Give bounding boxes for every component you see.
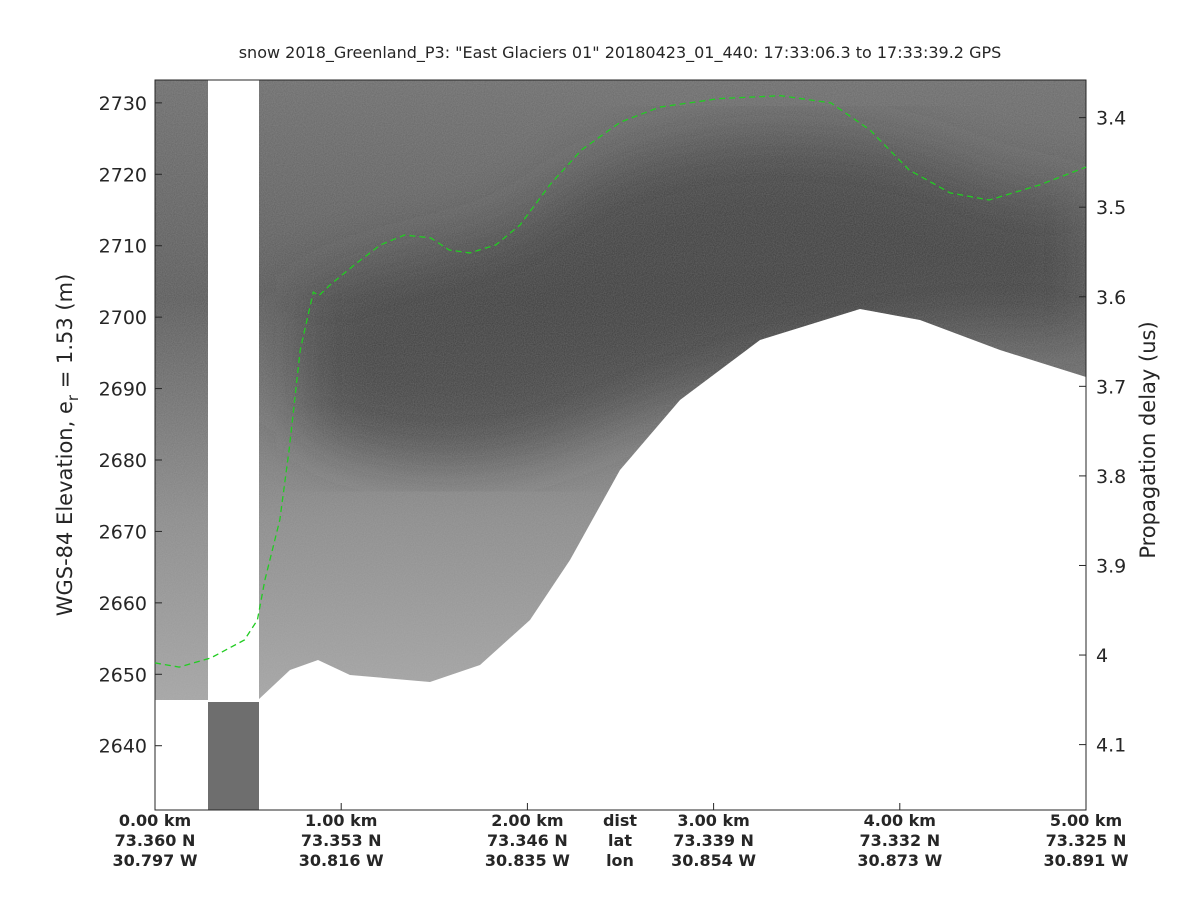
y2-axis-label: Propagation delay (us) <box>1136 321 1160 558</box>
row-label: lat <box>608 831 632 850</box>
row-label: lon <box>606 851 634 870</box>
plot-frame <box>154 79 1087 811</box>
y2-tick-label: 3.4 <box>1096 108 1126 130</box>
y-label-main: WGS-84 Elevation, e <box>53 401 77 616</box>
y-tick-label: 2650 <box>99 664 147 686</box>
y2-tick-label: 3.6 <box>1096 287 1126 309</box>
y-tick-label: 2730 <box>99 93 147 115</box>
y2-tick-label: 3.5 <box>1096 197 1126 219</box>
chart-title: snow 2018_Greenland_P3: "East Glaciers 0… <box>239 43 1002 63</box>
lat-label: 73.325 N <box>1046 831 1127 850</box>
x-tick-label: 5.00 km <box>1050 811 1122 830</box>
y-label-subscript: r <box>64 394 82 401</box>
y2-tick-label: 3.7 <box>1096 376 1126 398</box>
lon-label: 30.873 W <box>857 851 942 870</box>
lat-label: 73.353 N <box>301 831 382 850</box>
x-tick-label: 1.00 km <box>305 811 377 830</box>
lat-label: 73.332 N <box>859 831 940 850</box>
y-tick-label: 2680 <box>99 450 147 472</box>
lon-label: 30.835 W <box>485 851 570 870</box>
row-label: dist <box>603 811 637 830</box>
y2-tick-label: 4.1 <box>1096 735 1126 757</box>
lat-label: 73.346 N <box>487 831 568 850</box>
lat-label: 73.339 N <box>673 831 754 850</box>
y2-tick-label: 4 <box>1096 645 1108 667</box>
y-tick-label: 2690 <box>99 379 147 401</box>
echogram-image <box>155 80 1086 810</box>
lon-label: 30.854 W <box>671 851 756 870</box>
y-tick-label: 2720 <box>99 164 147 186</box>
lon-label: 30.891 W <box>1044 851 1129 870</box>
y-axis-label: WGS-84 Elevation, er = 1.53 (m) <box>53 274 82 617</box>
y-tick-label: 2710 <box>99 236 147 258</box>
x-tick-label: 2.00 km <box>491 811 563 830</box>
surface-line <box>154 95 1087 668</box>
lon-label: 30.816 W <box>299 851 384 870</box>
y-tick-label: 2700 <box>99 307 147 329</box>
y-tick-label: 2640 <box>99 736 147 758</box>
x-tick-label: 4.00 km <box>864 811 936 830</box>
x-tick-label: 0.00 km <box>119 811 191 830</box>
lat-label: 73.360 N <box>115 831 196 850</box>
y-tick-label: 2670 <box>99 521 147 543</box>
x-tick-label: 3.00 km <box>677 811 749 830</box>
lon-label: 30.797 W <box>113 851 198 870</box>
y2-tick-label: 3.8 <box>1096 466 1126 488</box>
y-tick-label: 2660 <box>99 593 147 615</box>
y2-tick-label: 3.9 <box>1096 555 1126 577</box>
y-label-suffix: = 1.53 (m) <box>53 274 77 395</box>
